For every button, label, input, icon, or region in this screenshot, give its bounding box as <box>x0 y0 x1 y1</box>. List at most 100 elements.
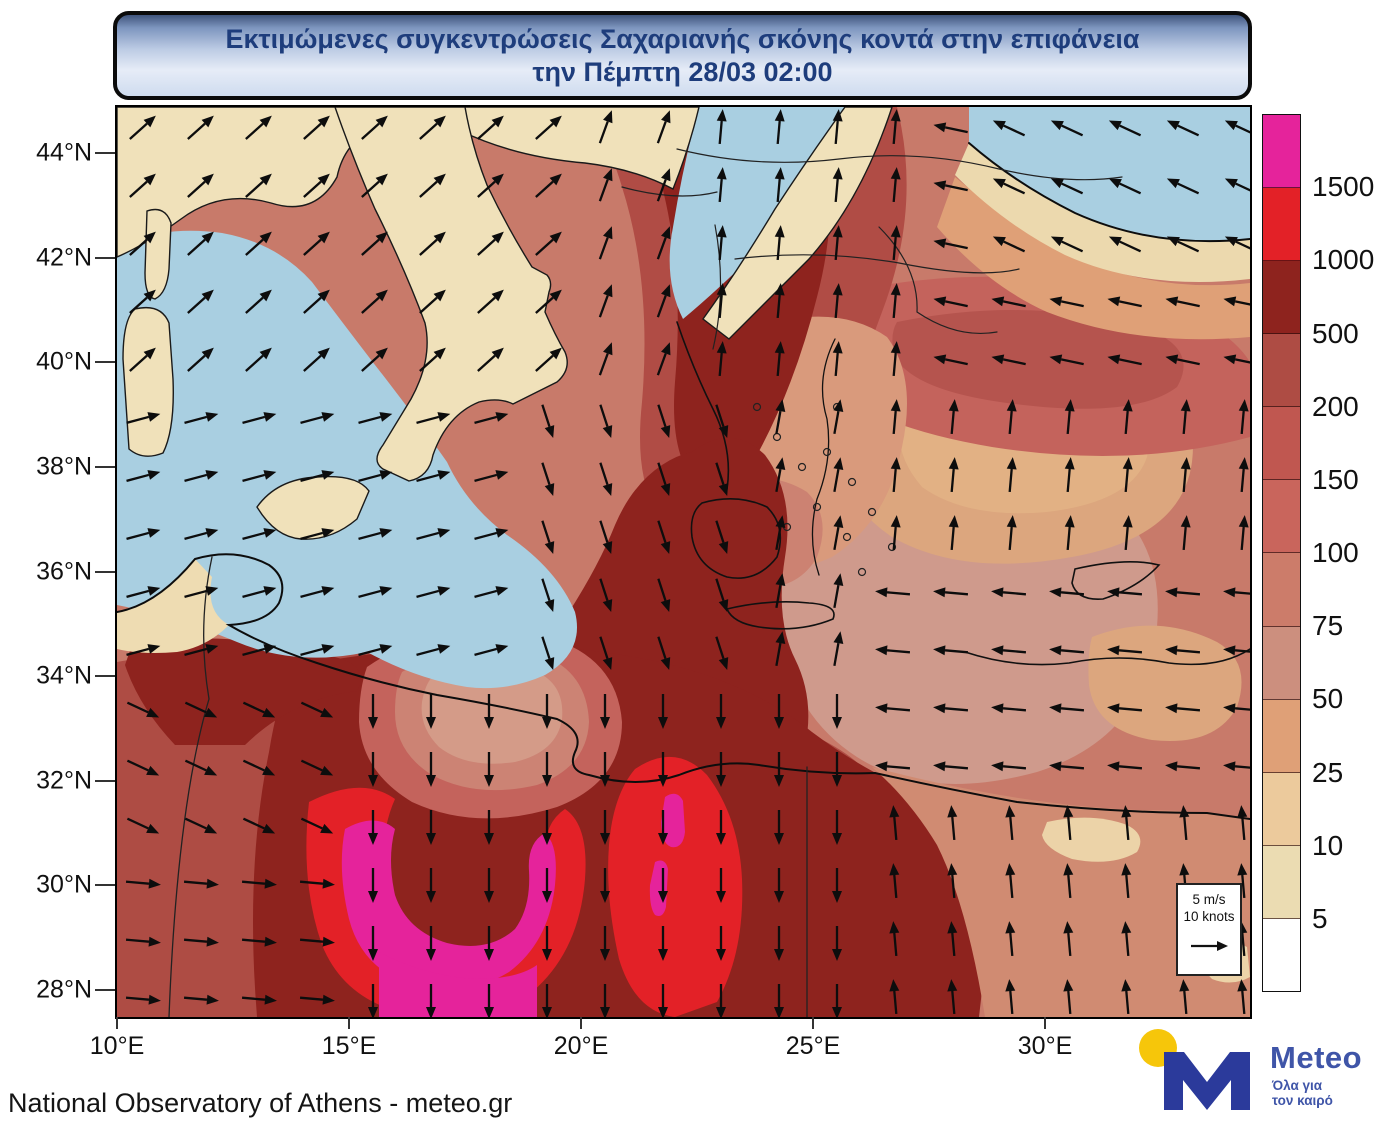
wind-arrow-head <box>933 761 946 772</box>
wind-arrow-shaft <box>477 122 496 140</box>
wind-arrow-shaft <box>1241 874 1246 899</box>
wind-arrow <box>716 926 726 961</box>
border-serbia <box>621 186 718 197</box>
wind-arrow <box>542 752 552 787</box>
logo-brand-text: Meteo <box>1270 1040 1363 1075</box>
wind-arrow-head <box>321 528 335 538</box>
wind-arrow <box>1237 863 1248 899</box>
lat-tick-30°N <box>95 884 115 887</box>
wind-arrow-shaft <box>892 178 897 203</box>
lat-label-32°N: 32°N <box>36 766 92 795</box>
wind-arrow-shaft <box>599 462 609 485</box>
wind-arrow-head <box>375 115 388 128</box>
wind-arrow <box>832 225 843 261</box>
wind-arrow-shaft <box>126 647 150 656</box>
wind-arrow-head <box>603 342 613 356</box>
wind-arrow-shaft <box>1060 591 1085 596</box>
wind-arrow-head <box>259 347 272 360</box>
wind-arrow-head <box>321 470 335 480</box>
wind-arrow-head <box>775 457 786 470</box>
wind-arrow-head <box>890 225 901 238</box>
wind-arrow-head <box>544 657 555 671</box>
wind-arrow <box>716 752 726 787</box>
wind-arrow <box>658 868 668 903</box>
wind-arrow-head <box>875 761 888 772</box>
colorbar-label-1000: 1000 <box>1312 244 1375 276</box>
wind-arrow <box>716 341 727 377</box>
wind-arrow-shaft <box>775 468 782 492</box>
wind-arrow <box>933 296 968 308</box>
wind-arrow <box>541 578 555 613</box>
wind-arrow-head <box>495 470 509 480</box>
lon-label-30°E: 30°E <box>1017 1032 1073 1060</box>
wind-arrow <box>948 457 959 493</box>
wind-arrow <box>716 283 727 319</box>
wind-arrow-head <box>201 231 214 244</box>
wind-arrow <box>1166 178 1200 195</box>
wind-arrow-head <box>1121 805 1132 818</box>
wind-arrow-head <box>1107 761 1120 772</box>
wind-arrow-shaft <box>241 938 266 943</box>
wind-arrow-head <box>718 657 729 671</box>
wind-arrow-head <box>1050 120 1064 131</box>
wind-arrow-head <box>148 994 161 1005</box>
wind-arrow <box>426 984 436 1017</box>
wind-arrow-shaft <box>184 817 207 830</box>
wind-arrow <box>656 168 671 202</box>
wind-arrow-head <box>549 347 562 360</box>
wind-arrow-head <box>322 878 335 889</box>
wind-arrow-shaft <box>541 636 551 659</box>
wind-arrow <box>358 470 393 482</box>
wind-arrow-shaft <box>892 236 897 261</box>
wind-arrow-shaft <box>715 520 725 543</box>
wind-arrow <box>875 645 911 656</box>
wind-arrow <box>358 528 393 540</box>
wind-arrow-shaft <box>656 295 667 318</box>
wind-arrow-head <box>542 891 552 903</box>
wind-arrow <box>598 284 613 318</box>
wind-arrow <box>1223 703 1250 714</box>
wind-arrow-head <box>774 717 784 729</box>
wind-arrow-head <box>317 115 330 128</box>
wind-arrow-shaft <box>1008 468 1013 493</box>
wind-arrow-head <box>832 891 842 903</box>
wind-arrow-shaft <box>1234 591 1250 596</box>
island-outline-8 <box>887 542 897 552</box>
wind-arrow <box>1121 863 1132 899</box>
wind-arrow-head <box>426 949 436 961</box>
wind-arrow-shaft <box>125 996 150 1001</box>
wind-arrow <box>1165 354 1200 366</box>
wind-arrow-shaft <box>187 296 206 314</box>
wind-arrow-shaft <box>184 531 208 540</box>
wind-arrow-head <box>658 833 668 845</box>
wind-arrow-head <box>1165 296 1179 307</box>
wind-arrow-head <box>716 833 726 845</box>
wind-arrow <box>426 926 436 961</box>
wind-arrow-head <box>718 425 729 439</box>
wind-arrow-shaft <box>718 178 723 203</box>
wind-arrow-shaft <box>1124 410 1129 435</box>
wind-arrow-head <box>1108 178 1122 189</box>
wind-arrow-head <box>1107 703 1120 714</box>
wind-arrow <box>890 515 901 551</box>
wind-arrow <box>775 573 786 608</box>
wind-arrow <box>657 462 671 497</box>
wind-arrow <box>598 168 613 202</box>
wind-arrow-shaft <box>303 122 322 140</box>
wind-arrow-head <box>542 949 552 961</box>
wind-arrow-head <box>832 833 842 845</box>
wind-arrow-head <box>495 644 509 654</box>
wind-arrow-head <box>495 412 509 422</box>
wind-arrow-shaft <box>1009 990 1014 1015</box>
wind-arrow-shaft <box>477 180 496 198</box>
wind-arrow-shaft <box>358 589 382 598</box>
wind-arrow-shaft <box>1176 707 1201 712</box>
wind-arrow-shaft <box>416 647 440 656</box>
coast-turkey-south <box>964 648 1250 666</box>
wind-arrow-head <box>143 347 156 360</box>
colorbar-label-500: 500 <box>1312 317 1359 349</box>
wind-arrow-shaft <box>944 765 969 770</box>
wind-arrow-shaft <box>477 354 496 372</box>
wind-arrow-shaft <box>183 938 208 943</box>
